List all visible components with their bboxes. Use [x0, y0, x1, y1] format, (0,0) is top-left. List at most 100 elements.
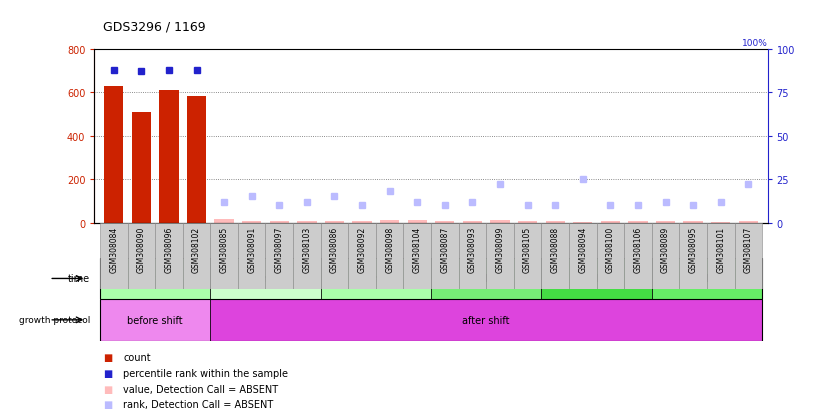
Text: GSM308107: GSM308107	[744, 226, 753, 273]
Bar	[652, 223, 679, 289]
Bar	[624, 223, 652, 289]
Text: control: control	[138, 274, 172, 284]
Bar	[403, 223, 431, 289]
Bar	[242, 222, 261, 223]
Bar	[325, 221, 344, 223]
Bar	[569, 223, 597, 289]
Text: ■: ■	[103, 352, 112, 362]
Text: rank, Detection Call = ABSENT: rank, Detection Call = ABSENT	[123, 399, 273, 409]
Text: GSM308098: GSM308098	[385, 226, 394, 273]
Bar	[100, 258, 210, 299]
Bar	[127, 223, 155, 289]
Bar	[380, 221, 399, 223]
Bar	[297, 222, 317, 223]
Bar	[601, 222, 620, 223]
Bar	[545, 221, 565, 223]
Bar	[656, 222, 675, 223]
Bar	[187, 97, 206, 223]
Text: percentile rank within the sample: percentile rank within the sample	[123, 368, 288, 378]
Bar	[735, 223, 762, 289]
Bar	[214, 220, 234, 223]
Bar	[321, 223, 348, 289]
Bar	[541, 223, 569, 289]
Bar	[597, 223, 624, 289]
Bar	[679, 223, 707, 289]
Text: GSM308087: GSM308087	[440, 226, 449, 273]
Text: GSM308104: GSM308104	[413, 226, 422, 273]
Text: GSM308089: GSM308089	[661, 226, 670, 273]
Text: GSM308096: GSM308096	[164, 226, 173, 273]
Bar	[131, 112, 151, 223]
Bar	[518, 222, 537, 223]
Text: time: time	[68, 274, 90, 284]
Text: GSM308085: GSM308085	[219, 226, 228, 273]
Text: growth protocol: growth protocol	[19, 316, 90, 325]
Bar	[435, 221, 455, 223]
Bar	[541, 258, 652, 299]
Bar	[159, 91, 179, 223]
Bar	[514, 223, 541, 289]
Text: GDS3296 / 1169: GDS3296 / 1169	[103, 20, 205, 33]
Bar	[573, 222, 593, 223]
Text: before shift: before shift	[127, 315, 183, 325]
Bar	[463, 222, 482, 223]
Bar	[352, 222, 372, 223]
Text: GSM308086: GSM308086	[330, 226, 339, 273]
Text: value, Detection Call = ABSENT: value, Detection Call = ABSENT	[123, 384, 278, 394]
Text: 2 hr: 2 hr	[587, 274, 607, 284]
Text: GSM308088: GSM308088	[551, 226, 560, 272]
Text: GSM308099: GSM308099	[496, 226, 504, 273]
Bar	[238, 223, 265, 289]
Text: GSM308090: GSM308090	[137, 226, 146, 273]
Text: 100%: 100%	[741, 39, 768, 48]
Bar	[683, 221, 703, 223]
Text: GSM308103: GSM308103	[302, 226, 311, 273]
Text: GSM308105: GSM308105	[523, 226, 532, 273]
Bar	[431, 258, 541, 299]
Text: 15 min: 15 min	[249, 274, 282, 284]
Text: after shift: after shift	[462, 315, 510, 325]
Text: 4 hr: 4 hr	[697, 274, 717, 284]
Bar	[628, 221, 648, 223]
Text: count: count	[123, 352, 151, 362]
Text: 1 hr: 1 hr	[476, 274, 496, 284]
Text: GSM308095: GSM308095	[689, 226, 698, 273]
Text: GSM308106: GSM308106	[634, 226, 643, 273]
Bar	[183, 223, 210, 289]
Text: GSM308102: GSM308102	[192, 226, 201, 272]
Text: 30 min: 30 min	[359, 274, 392, 284]
Bar	[265, 223, 293, 289]
Bar	[711, 222, 731, 223]
Text: ■: ■	[103, 384, 112, 394]
Bar	[100, 299, 210, 341]
Text: ■: ■	[103, 368, 112, 378]
Text: GSM308094: GSM308094	[578, 226, 587, 273]
Bar	[104, 86, 123, 223]
Bar	[293, 223, 321, 289]
Bar	[407, 221, 427, 223]
Text: GSM308093: GSM308093	[468, 226, 477, 273]
Bar	[269, 221, 289, 223]
Text: GSM308100: GSM308100	[606, 226, 615, 273]
Bar	[459, 223, 486, 289]
Text: GSM308101: GSM308101	[716, 226, 725, 272]
Text: GSM308097: GSM308097	[275, 226, 284, 273]
Bar	[486, 223, 514, 289]
Bar	[155, 223, 183, 289]
Bar	[652, 258, 762, 299]
Bar	[210, 299, 762, 341]
Text: ■: ■	[103, 399, 112, 409]
Bar	[739, 222, 758, 223]
Text: GSM308084: GSM308084	[109, 226, 118, 273]
Bar	[431, 223, 459, 289]
Bar	[210, 258, 321, 299]
Bar	[321, 258, 431, 299]
Bar	[210, 223, 238, 289]
Bar	[376, 223, 403, 289]
Text: GSM308092: GSM308092	[358, 226, 366, 273]
Bar	[707, 223, 735, 289]
Bar	[100, 223, 127, 289]
Bar	[490, 221, 510, 223]
Bar	[348, 223, 376, 289]
Text: GSM308091: GSM308091	[247, 226, 256, 273]
